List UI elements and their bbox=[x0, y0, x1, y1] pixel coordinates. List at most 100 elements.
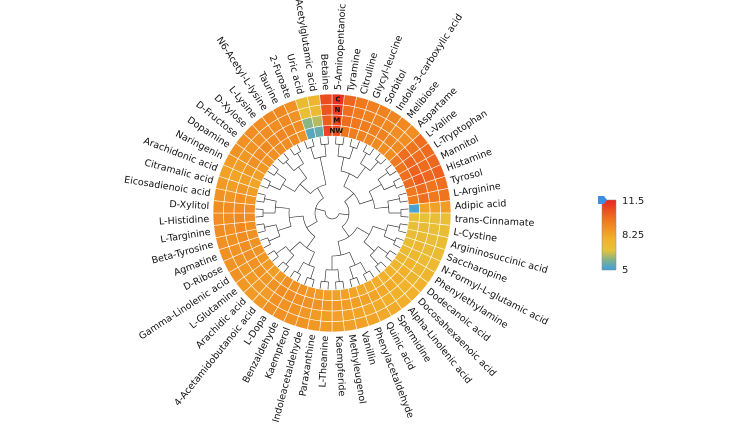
sample-label: M bbox=[333, 116, 340, 124]
dendrogram-branch bbox=[263, 177, 271, 182]
dendrogram-branch bbox=[356, 227, 370, 235]
dendrogram-branch bbox=[356, 277, 360, 285]
heatmap-cell bbox=[319, 320, 333, 333]
heatmap-cell bbox=[322, 289, 333, 301]
dendrogram-branch bbox=[342, 136, 345, 145]
color-scale-min-label: 5 bbox=[622, 265, 628, 276]
dendrogram-branch bbox=[400, 200, 409, 203]
dendrogram-branch bbox=[396, 185, 404, 189]
dendrogram-branch bbox=[279, 179, 287, 190]
metabolite-label: L-Theanine bbox=[317, 335, 331, 387]
dendrogram-branch bbox=[389, 250, 397, 256]
dendrogram-branch bbox=[398, 192, 407, 196]
dendrogram-branch bbox=[264, 198, 277, 202]
dendrogram-branch bbox=[289, 215, 304, 218]
dendrogram-branch bbox=[299, 184, 311, 194]
dendrogram-branch bbox=[271, 164, 279, 170]
dendrogram-branch bbox=[337, 241, 342, 256]
heatmap-cell bbox=[320, 310, 333, 322]
dendrogram-branch bbox=[349, 138, 353, 147]
dendrogram-branch bbox=[314, 156, 327, 160]
dendrogram-branch bbox=[257, 192, 266, 196]
dendrogram-branch bbox=[337, 156, 350, 160]
dendrogram-branch bbox=[289, 241, 301, 252]
metabolite-label: L-Histidine bbox=[159, 214, 210, 228]
heatmap-cell bbox=[331, 299, 343, 312]
heatmap-cell bbox=[429, 201, 441, 214]
dendrogram-branch bbox=[393, 244, 401, 249]
heatmap-cell bbox=[331, 310, 344, 322]
dendrogram-branch bbox=[387, 224, 400, 228]
dendrogram-branch bbox=[341, 226, 350, 237]
metabolite-labels: 5-Aminopentanoic acidTyramineCitrullineG… bbox=[123, 0, 550, 424]
dendrogram-branch bbox=[257, 230, 266, 234]
dendrogram-branch bbox=[377, 246, 388, 254]
dendrogram-branch bbox=[255, 223, 264, 226]
dendrogram-branch bbox=[369, 161, 379, 171]
color-scale-max-label: 11.5 bbox=[622, 196, 644, 207]
dendrogram-branch bbox=[369, 270, 375, 278]
dendrogram-branch bbox=[363, 144, 368, 152]
dendrogram-branch bbox=[319, 281, 322, 290]
heatmap-cell bbox=[341, 308, 355, 322]
sample-label: NW bbox=[330, 127, 344, 135]
color-scale-slider-icon[interactable] bbox=[598, 196, 607, 204]
dendrogram-branch bbox=[311, 138, 315, 147]
dendrogram-branch bbox=[310, 147, 315, 159]
dendrogram-branch bbox=[311, 279, 315, 288]
dendrogram-branch bbox=[363, 241, 375, 252]
dendrogram-branch bbox=[264, 224, 277, 228]
dendrogram-branch bbox=[374, 206, 389, 209]
dendrogram-branch bbox=[369, 184, 382, 192]
dendrogram-branch bbox=[304, 277, 308, 285]
heatmap-cell bbox=[331, 320, 345, 333]
dendrogram-branch bbox=[349, 146, 357, 149]
heatmap-cell bbox=[322, 125, 333, 137]
heatmap-cell bbox=[223, 212, 235, 225]
heatmap-cell bbox=[427, 190, 441, 204]
heatmap-cell bbox=[418, 202, 431, 214]
dendrogram-branch bbox=[337, 144, 340, 157]
heatmap-cell bbox=[321, 114, 333, 127]
dendrogram-branch bbox=[349, 267, 354, 279]
dendrogram-branch bbox=[387, 198, 400, 202]
dendrogram-branch bbox=[375, 152, 381, 160]
heatmap-cell bbox=[244, 203, 256, 214]
heatmap-cell bbox=[223, 201, 235, 214]
heatmap-cell bbox=[408, 212, 420, 223]
dendrogram-branch bbox=[324, 144, 327, 157]
heatmap-cell bbox=[439, 212, 452, 226]
dendrogram-branch bbox=[342, 281, 345, 290]
heatmap-cell bbox=[429, 212, 441, 225]
dendrogram-branch bbox=[260, 237, 268, 241]
metabolite-label: Adipic acid bbox=[455, 198, 507, 212]
dendrogram-branch bbox=[324, 211, 340, 220]
dendrogram-branch bbox=[268, 235, 281, 242]
dendrogram-branch bbox=[282, 184, 295, 192]
dendrogram-branch bbox=[324, 269, 327, 282]
heatmap-cell bbox=[340, 298, 353, 311]
heatmap-cell bbox=[319, 93, 333, 106]
dendrogram-branch bbox=[380, 158, 387, 165]
dendrogram-branch bbox=[322, 170, 327, 185]
metabolite-label: D-Xylitol bbox=[169, 199, 209, 212]
dendrogram-branch bbox=[383, 235, 396, 242]
dendrogram-branch bbox=[377, 172, 388, 180]
dendrogram-branch bbox=[289, 148, 295, 156]
dendrogram-branch bbox=[349, 277, 357, 280]
metabolite-label: trans-Cinnamate bbox=[455, 214, 535, 229]
dendrogram-branch bbox=[297, 153, 304, 164]
dendrogram-branch bbox=[319, 157, 324, 172]
heatmap-cell bbox=[212, 212, 225, 226]
dendrogram-branch bbox=[263, 244, 271, 249]
dendrogram-branch bbox=[296, 144, 301, 152]
dendrogram-branch bbox=[283, 152, 289, 160]
dendrogram-branch bbox=[267, 250, 275, 256]
dendrogram-branch bbox=[375, 266, 381, 274]
heatmap-cell bbox=[223, 222, 237, 236]
heatmap-cell bbox=[234, 221, 247, 234]
dendrogram-branch bbox=[271, 256, 279, 262]
dendrogram-branch bbox=[306, 236, 316, 248]
dendrogram-branch bbox=[267, 170, 275, 176]
dendrogram-branch bbox=[275, 206, 290, 209]
